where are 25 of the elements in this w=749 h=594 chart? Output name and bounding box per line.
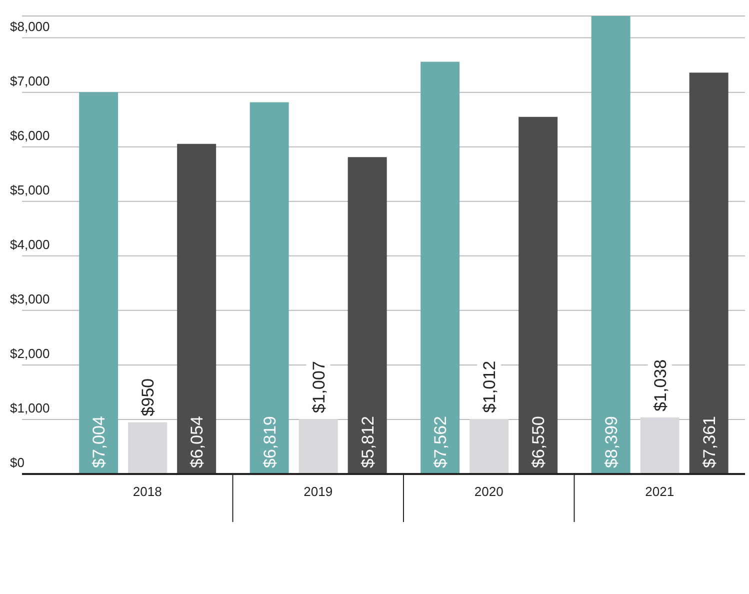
text: $6,054 xyxy=(188,416,207,468)
text: $6,819 xyxy=(260,416,280,468)
y-tick-label: $7,000 xyxy=(10,73,50,88)
y-tick-label: $1,000 xyxy=(10,400,50,416)
x-tick-label: 2019 xyxy=(304,484,333,499)
text: $1,007 xyxy=(309,361,328,414)
text: $950 xyxy=(138,378,158,416)
text: $6,550 xyxy=(529,416,548,468)
x-tick-label: 2018 xyxy=(132,484,162,499)
y-tick-label: $6,000 xyxy=(10,128,50,143)
y-tick-label: $3,000 xyxy=(10,291,50,306)
y-tick-label: $4,000 xyxy=(10,236,50,252)
x-tick-label: 2020 xyxy=(474,484,504,499)
text: $1,038 xyxy=(650,359,670,412)
text: $7,361 xyxy=(700,416,719,468)
text: $7,004 xyxy=(90,416,109,468)
text: $8,399 xyxy=(602,416,621,468)
y-tick-label: $5,000 xyxy=(10,182,50,198)
text: $5,812 xyxy=(358,416,378,468)
y-tick-label: $2,000 xyxy=(10,346,50,361)
text: $1,012 xyxy=(480,360,500,413)
x-tick-label: 2021 xyxy=(645,484,674,499)
text: $7,562 xyxy=(431,416,450,468)
y-tick-label: $8,000 xyxy=(10,18,50,34)
y-tick-label: $0 xyxy=(10,455,24,470)
